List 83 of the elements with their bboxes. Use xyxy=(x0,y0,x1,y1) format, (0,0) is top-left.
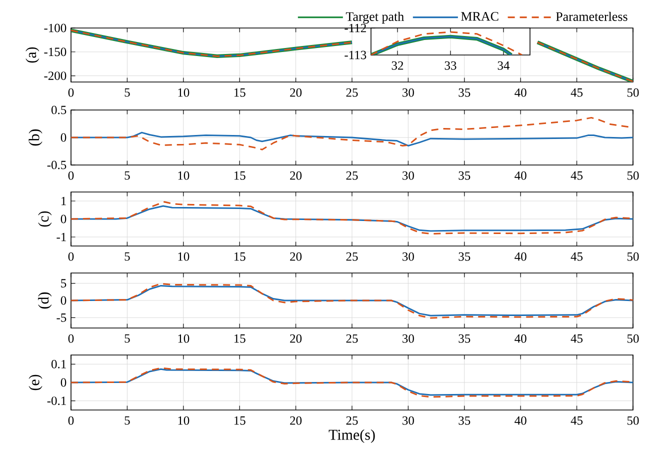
x-tick-label: 45 xyxy=(570,88,583,97)
x-tick-label: 25 xyxy=(346,171,358,180)
y-tick-label: 5 xyxy=(61,279,66,288)
y-tick-label: -5 xyxy=(56,314,66,322)
y-tick-label: -0.1 xyxy=(47,396,66,406)
x-tick-label: 30 xyxy=(402,416,414,425)
y-tick-label: 0 xyxy=(60,133,66,142)
x-tick-label: 0 xyxy=(68,252,74,261)
x-tick-label: 50 xyxy=(627,252,639,261)
x-tick-label: 40 xyxy=(514,88,526,97)
y-tick-label: 0 xyxy=(60,214,66,224)
x-tick-label: 32 xyxy=(392,61,404,70)
x-tick-label: 10 xyxy=(178,252,190,261)
x-tick-label: 20 xyxy=(290,252,302,261)
y-tick-label: 0.1 xyxy=(51,360,66,368)
x-tick-label: 15 xyxy=(234,171,246,180)
x-tick-label: 30 xyxy=(402,252,414,261)
x-tick-label: 0 xyxy=(68,334,74,343)
x-tick-label: 35 xyxy=(458,334,470,343)
x-tick-label: 15 xyxy=(234,334,246,343)
x-tick-label: 34 xyxy=(498,61,510,70)
x-tick-label: 5 xyxy=(124,416,130,425)
x-tick-label: 5 xyxy=(124,252,130,261)
x-tick-label: 40 xyxy=(514,171,526,180)
y-axis-title: (e) xyxy=(28,374,42,390)
y-tick-label: -113 xyxy=(344,50,366,60)
x-tick-label: 10 xyxy=(178,334,190,343)
x-tick-label: 50 xyxy=(627,88,639,97)
y-axis-title: (a) xyxy=(26,47,40,63)
y-tick-label: -200 xyxy=(44,72,66,80)
x-tick-label: 15 xyxy=(234,88,246,97)
y-tick-label: 0 xyxy=(60,378,66,387)
x-tick-label: 25 xyxy=(346,416,358,425)
x-tick-label: 30 xyxy=(402,88,414,97)
y-axis-title: (d) xyxy=(38,292,52,309)
x-tick-label: 20 xyxy=(290,334,302,343)
x-tick-label: 45 xyxy=(570,334,583,343)
x-tick-label: 40 xyxy=(514,334,526,343)
x-tick-label: 40 xyxy=(514,416,526,425)
x-tick-label: 25 xyxy=(346,88,358,97)
x-tick-label: 35 xyxy=(458,171,470,180)
y-tick-label: -1 xyxy=(56,232,66,242)
y-axis-title: (c) xyxy=(38,211,52,227)
x-tick-label: 50 xyxy=(627,171,639,180)
x-tick-label: 0 xyxy=(68,171,74,180)
x-tick-label: 5 xyxy=(124,334,130,343)
x-tick-label: 10 xyxy=(178,88,190,97)
x-tick-label: 10 xyxy=(178,416,190,425)
x-tick-label: 15 xyxy=(234,416,246,425)
x-tick-label: 0 xyxy=(68,88,74,97)
x-tick-label: 0 xyxy=(68,416,74,425)
legend-label: Target path xyxy=(346,12,404,24)
y-axis-title: (b) xyxy=(28,129,42,146)
x-tick-label: 10 xyxy=(178,171,190,180)
x-tick-label: 35 xyxy=(458,252,470,261)
x-tick-label: 25 xyxy=(346,334,358,343)
x-tick-label: 20 xyxy=(290,416,302,425)
y-tick-label: -0.5 xyxy=(47,160,66,170)
y-tick-label: 1 xyxy=(61,196,66,206)
x-axis-title: Time(s) xyxy=(328,429,375,443)
x-tick-label: 40 xyxy=(514,252,526,261)
x-tick-label: 35 xyxy=(458,88,470,97)
x-tick-label: 20 xyxy=(290,171,302,180)
x-tick-label: 50 xyxy=(627,334,639,343)
x-tick-label: 50 xyxy=(627,416,639,425)
x-tick-label: 20 xyxy=(290,88,302,97)
x-tick-label: 33 xyxy=(444,61,456,70)
y-tick-label: -150 xyxy=(44,48,66,56)
x-tick-label: 45 xyxy=(570,252,583,261)
x-tick-label: 35 xyxy=(458,416,470,425)
x-tick-label: 15 xyxy=(234,252,246,261)
y-tick-label: 0.5 xyxy=(51,106,66,114)
y-tick-label: -100 xyxy=(44,24,66,32)
legend-label: Parameterless xyxy=(556,12,628,21)
x-tick-label: 5 xyxy=(124,171,130,180)
x-tick-label: 30 xyxy=(402,334,414,343)
y-tick-label: 0 xyxy=(60,296,66,305)
x-tick-label: 30 xyxy=(402,171,414,180)
x-tick-label: 5 xyxy=(124,88,130,97)
x-tick-label: 45 xyxy=(570,171,583,180)
legend-label: MRAC xyxy=(461,12,498,21)
x-tick-label: 45 xyxy=(570,416,583,425)
x-tick-label: 25 xyxy=(346,252,358,261)
